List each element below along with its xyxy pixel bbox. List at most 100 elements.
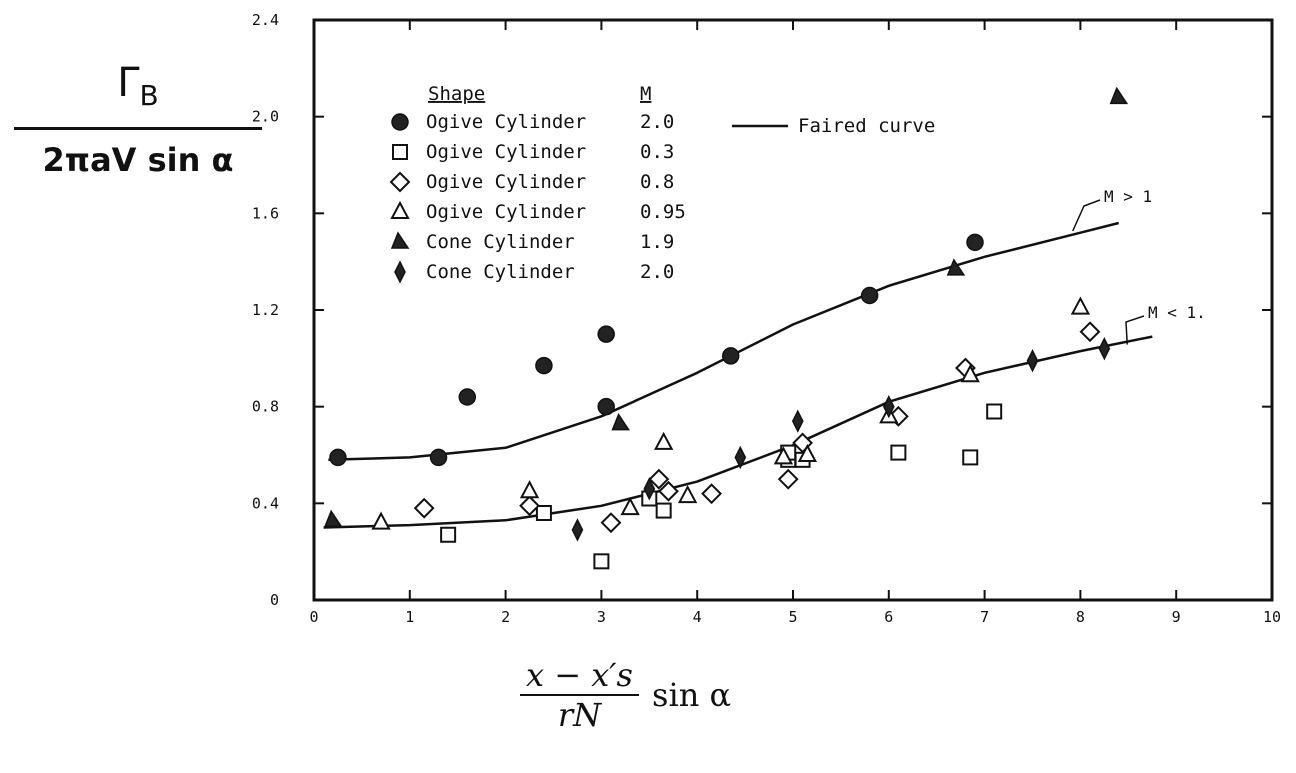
y-tick-label: 0.8	[252, 398, 279, 416]
y-tick-label: 1.6	[252, 204, 279, 222]
data-point-filled-circle	[597, 397, 615, 416]
data-point-open-diamond	[1079, 321, 1101, 343]
curve-label-leader	[1072, 199, 1101, 232]
legend-shape-header: Shape	[428, 83, 485, 105]
legend-mach-value: 2.0	[640, 111, 674, 133]
data-point-open-triangle	[1070, 296, 1091, 315]
legend-marker-open-diamond	[389, 171, 411, 193]
y-axis-label-numerator: ΓB	[117, 60, 159, 112]
data-point-open-square	[593, 553, 610, 570]
data-point-filled-circle	[966, 233, 984, 252]
data-point-filled-diamond	[1098, 336, 1111, 361]
data-point-open-triangle	[773, 446, 794, 465]
curve-label-supersonic: M > 1	[1104, 187, 1152, 206]
data-point-filled-diamond	[791, 409, 804, 433]
curve-label-leader	[1125, 315, 1145, 345]
data-point-filled-diamond	[882, 394, 895, 419]
data-point-open-triangle	[797, 443, 818, 462]
x-tick-label: 10	[1263, 608, 1281, 626]
x-tick-label: 0	[309, 608, 318, 626]
y-axis-label-fraction-bar	[14, 127, 262, 130]
legend-shape-label: Ogive Cylinder	[426, 171, 586, 193]
data-point-open-diamond	[701, 483, 722, 505]
data-point-open-diamond	[658, 480, 679, 502]
legend-mach-value: 0.8	[640, 171, 674, 193]
x-axis-label: x − x′s rN sin α	[520, 656, 780, 734]
x-tick-label: 5	[788, 608, 797, 626]
data-point-open-triangle	[677, 484, 698, 504]
legend-mach-value: 0.95	[640, 201, 686, 223]
y-tick-label: 2.4	[252, 11, 279, 29]
x-tick-label: 7	[980, 608, 989, 626]
x-tick-label: 3	[597, 608, 606, 626]
data-point-filled-circle	[597, 325, 615, 343]
data-point-filled-diamond	[571, 518, 584, 542]
y-axis-label: ΓB 2πaV sin α	[14, 58, 262, 180]
y-tick-label: 0.4	[252, 494, 279, 512]
data-point-open-square	[986, 403, 1003, 420]
x-tick-label: 8	[1076, 608, 1085, 626]
legend-marker-filled-triangle	[390, 231, 410, 249]
y-axis-label-denominator: 2πaV sin α	[42, 141, 234, 179]
data-point-open-triangle	[654, 431, 674, 450]
y-tick-label: 1.2	[252, 301, 279, 319]
data-point-open-diamond	[600, 512, 622, 534]
legend-shape-label: Ogive Cylinder	[426, 111, 586, 133]
data-point-open-diamond	[648, 468, 670, 490]
legend-mach-header: M	[640, 83, 651, 105]
data-point-open-triangle	[519, 480, 540, 499]
x-axis-label-numerator: x − x′s	[526, 656, 633, 694]
data-point-filled-triangle	[611, 412, 630, 431]
data-point-filled-circle	[429, 448, 448, 467]
x-tick-label: 2	[501, 608, 510, 626]
legend-shape-label: Cone Cylinder	[426, 261, 575, 283]
plot-frame	[312, 18, 1274, 602]
data-point-open-triangle	[371, 511, 391, 530]
data-point-open-square	[440, 526, 457, 543]
curve-label-subsonic: M < 1.	[1148, 303, 1206, 322]
data-point-open-diamond	[413, 497, 435, 519]
x-tick-label: 6	[884, 608, 893, 626]
data-point-open-square	[535, 505, 552, 521]
y-tick-label: 2.0	[252, 108, 279, 126]
x-tick-label: 9	[1172, 608, 1181, 626]
x-axis-label-suffix: sin α	[652, 676, 732, 714]
legend-mach-value: 0.3	[640, 141, 674, 163]
x-tick-label: 1	[405, 608, 414, 626]
y-tick-label: 0	[270, 591, 279, 609]
data-point-open-triangle	[620, 497, 640, 516]
data-point-filled-circle	[458, 388, 477, 406]
data-point-filled-circle	[329, 448, 347, 467]
data-point-open-square	[962, 449, 979, 466]
data-point-filled-triangle	[946, 258, 966, 276]
data-point-filled-circle	[721, 347, 740, 365]
legend-marker-open-triangle	[390, 200, 410, 219]
legend-faired-label: Faired curve	[798, 115, 935, 137]
legend-shape-label: Cone Cylinder	[426, 231, 575, 253]
legend-marker-filled-diamond	[394, 260, 406, 284]
data-point-filled-diamond	[1026, 349, 1039, 373]
faired-curve-subsonic	[323, 335, 1153, 529]
data-point-filled-diamond	[734, 445, 747, 470]
legend-mach-value: 2.0	[640, 261, 674, 283]
data-point-open-diamond	[519, 495, 540, 517]
legend-shape-label: Ogive Cylinder	[426, 141, 586, 163]
x-axis-label-fraction-bar	[520, 694, 639, 696]
legend-marker-filled-circle	[391, 113, 409, 131]
legend-mach-value: 1.9	[640, 231, 674, 253]
data-point-open-square	[890, 444, 907, 461]
x-tick-label: 4	[693, 608, 702, 626]
data-point-filled-triangle	[1109, 86, 1129, 105]
data-point-open-square	[655, 502, 672, 519]
legend-shape-label: Ogive Cylinder	[426, 201, 586, 223]
data-point-open-diamond	[777, 468, 799, 490]
data-point-filled-circle	[535, 356, 553, 375]
legend-marker-open-square	[392, 144, 408, 160]
data-point-filled-triangle	[324, 509, 343, 527]
x-axis-label-denominator: rN	[557, 696, 602, 734]
data-point-open-triangle	[960, 364, 980, 383]
faired-curve-supersonic	[328, 221, 1120, 462]
data-point-filled-diamond	[643, 477, 656, 501]
data-point-filled-circle	[860, 286, 879, 305]
